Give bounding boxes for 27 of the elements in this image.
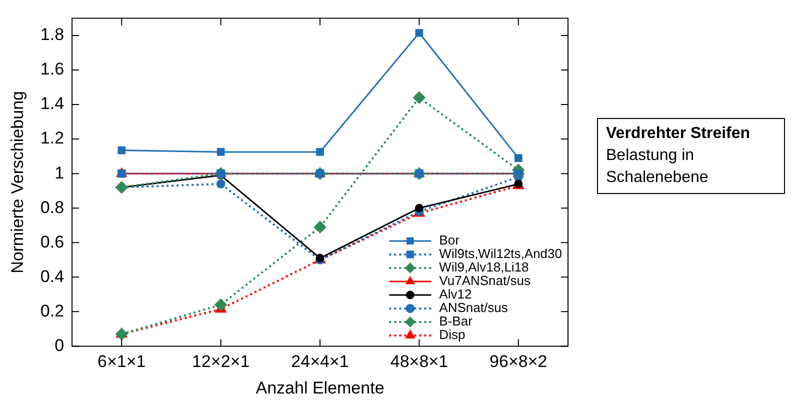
- x-tick-label: 12×2×1: [192, 352, 250, 372]
- x-tick-label: 24×4×1: [291, 352, 349, 372]
- legend-label: Vu7ANSnat/sus: [439, 273, 531, 288]
- y-tick-label: 1: [54, 163, 64, 182]
- x-tick-label: 48×8×1: [390, 352, 448, 372]
- y-tick-label: 0.2: [40, 301, 64, 320]
- legend-label: Wil9ts,Wil12ts,And30: [439, 246, 562, 262]
- legend-label: ANSnat/sus: [439, 300, 508, 316]
- y-tick-label: 1.6: [40, 60, 64, 79]
- text: Verdrehter Streifen: [606, 124, 752, 144]
- y-tick-label: 0: [54, 336, 64, 355]
- legend-label: Alv12: [439, 286, 472, 302]
- y-axis-title: Normierte Verschiebung: [8, 91, 27, 274]
- y-tick-label: 1.4: [40, 94, 64, 114]
- y-tick-label: 0.8: [40, 198, 64, 217]
- x-axis-title: Anzahl Elemente: [256, 378, 384, 398]
- y-tick-label: 0.6: [40, 232, 64, 252]
- y-tick-label: 0.4: [40, 266, 64, 286]
- text: Belastung in Schalenebene: [606, 147, 708, 186]
- legend-label: Disp: [439, 327, 466, 342]
- x-tick-label: 96×8×2: [490, 352, 548, 372]
- legend-label: Bor: [439, 232, 460, 248]
- y-tick-label: 1.8: [40, 25, 64, 44]
- legend-label: B-Bar: [439, 314, 474, 329]
- x-tick-label: 6×1×1: [98, 352, 146, 372]
- y-tick-label: 1.2: [40, 128, 64, 148]
- legend-label: Wil9,Alv18,Li18: [439, 260, 529, 275]
